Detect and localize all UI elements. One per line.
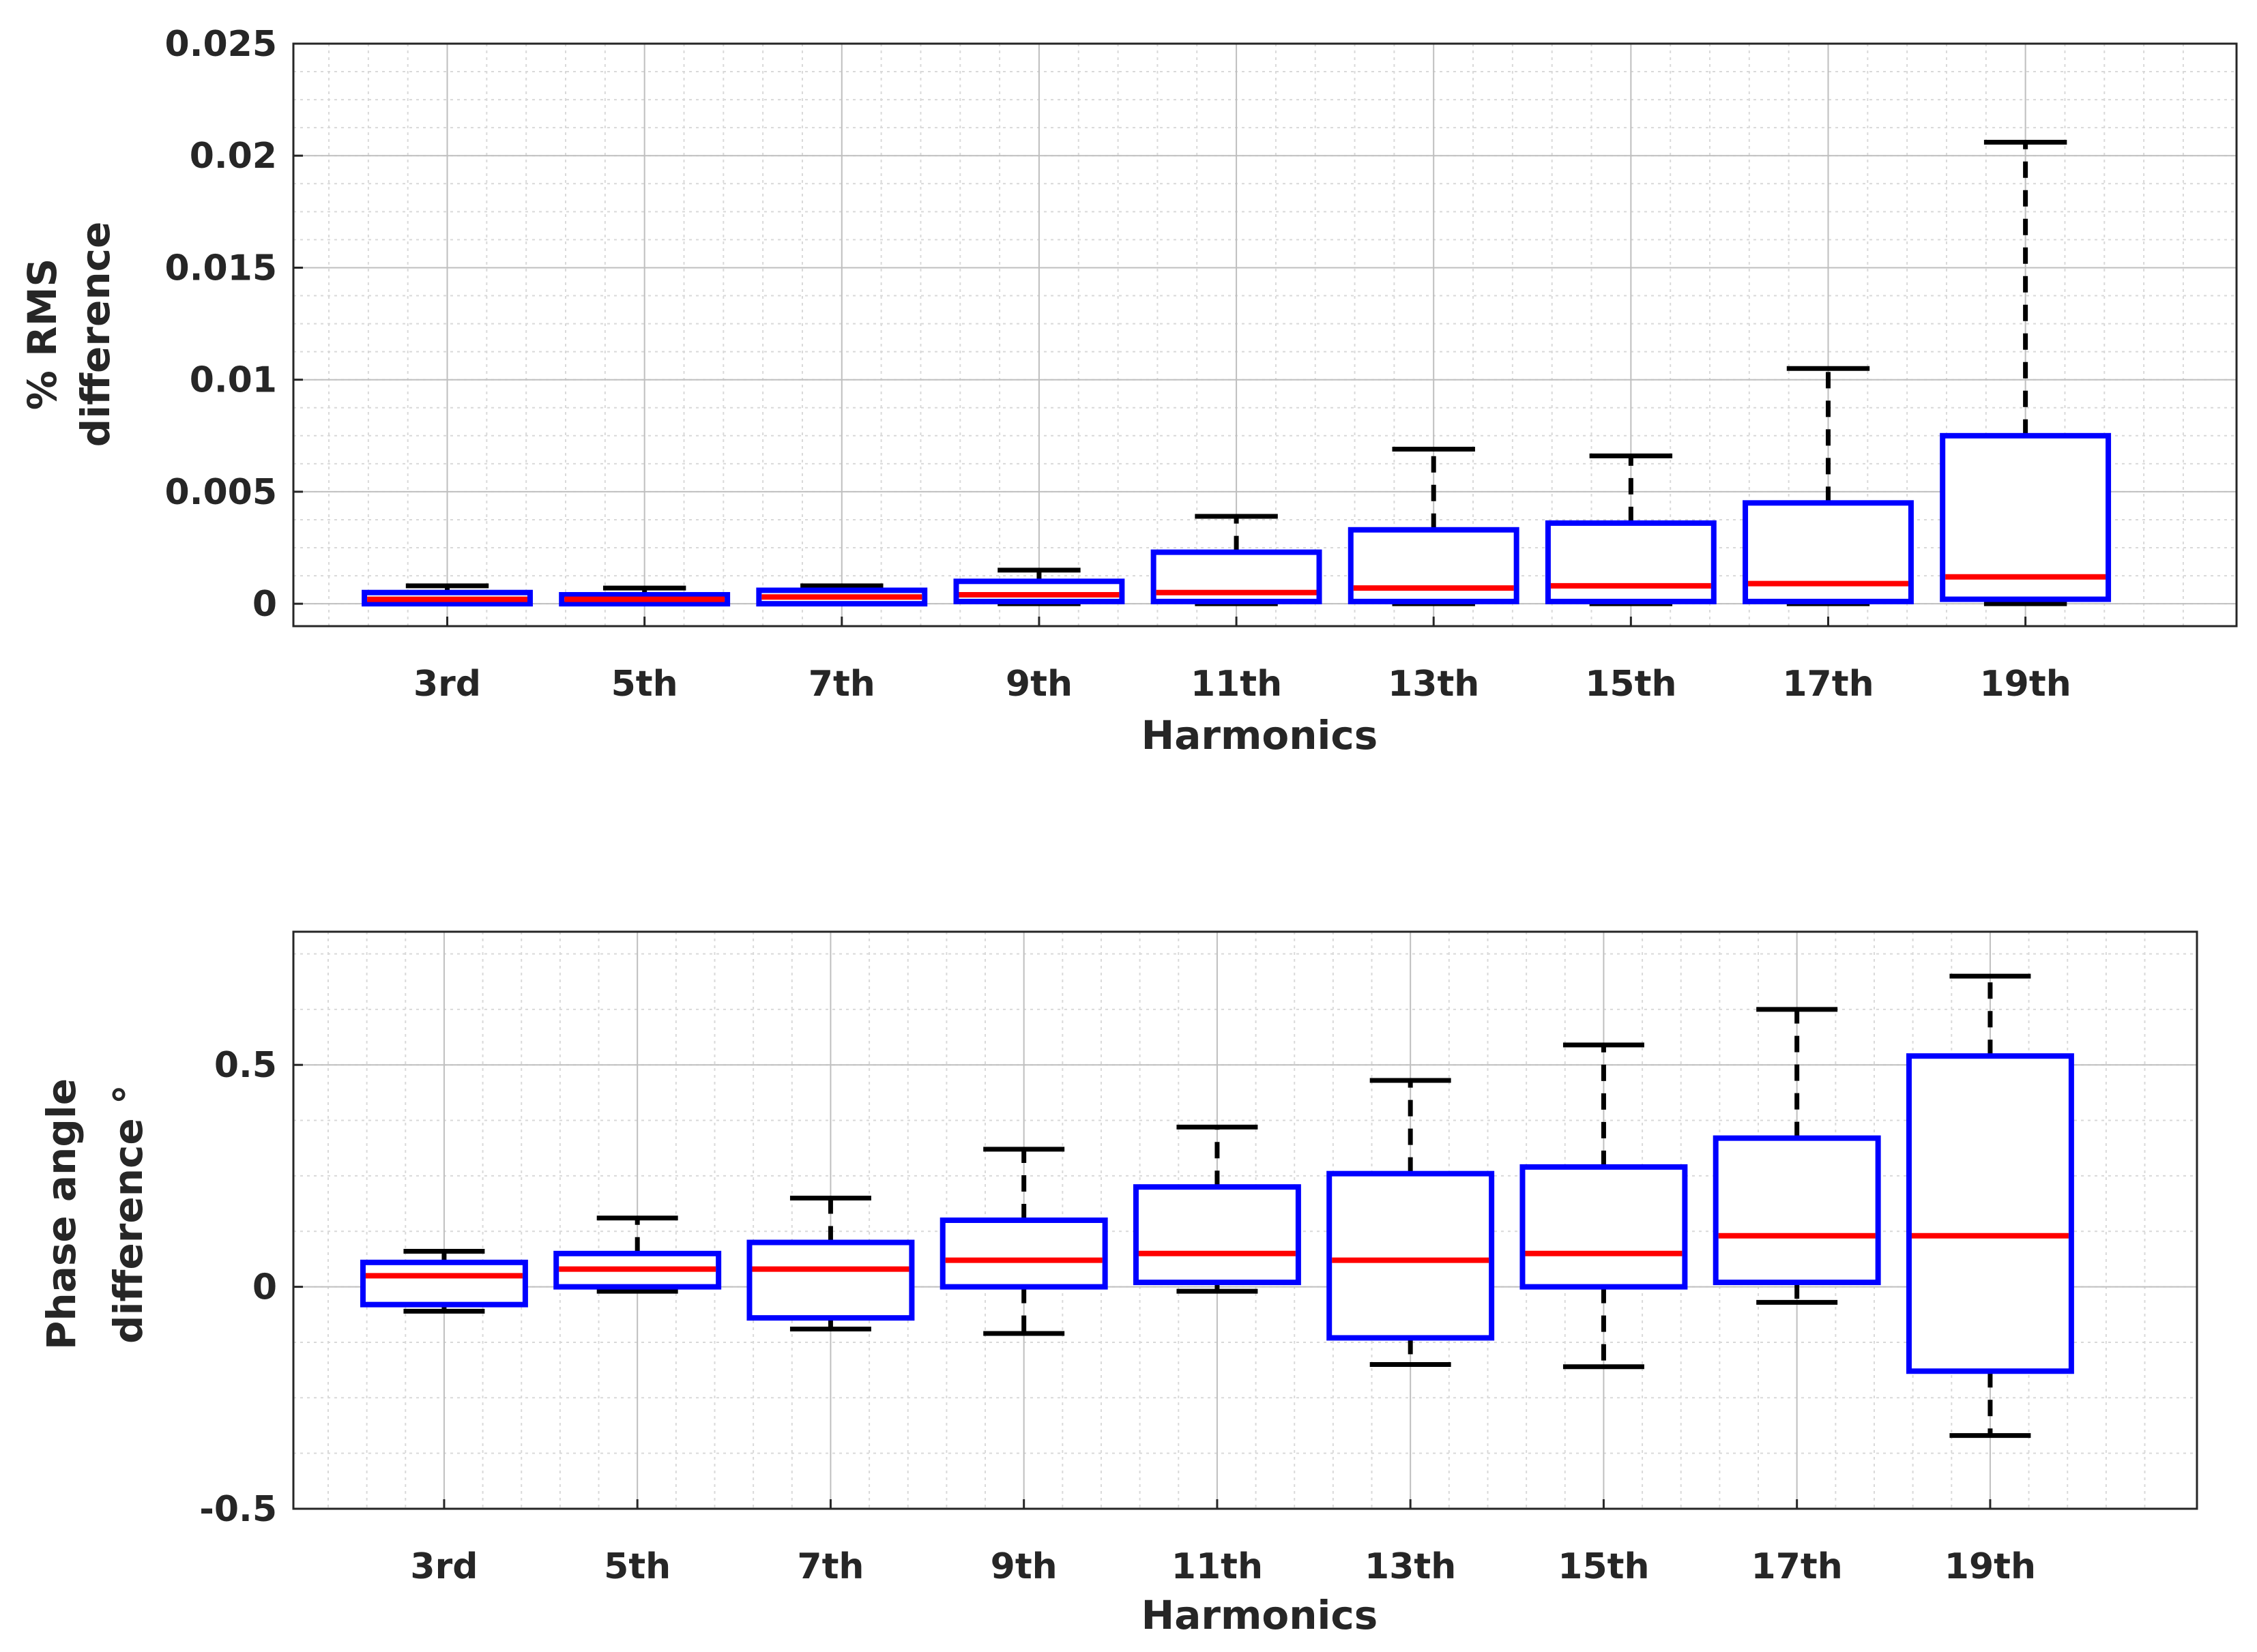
phase-box-19th <box>1906 973 2074 1439</box>
iqr-box <box>1940 432 2112 602</box>
rms-box-5th <box>559 585 731 607</box>
iqr-box <box>746 1239 915 1321</box>
iqr-box <box>1906 1053 2074 1374</box>
rms-difference-panel: Harmonics % RMS difference 0 0.005 0.01 0.0… <box>19 24 2238 758</box>
phase-box-15th <box>1519 1042 1688 1370</box>
phase-box-9th <box>940 1147 1108 1336</box>
rms-x-tick-label: 7th <box>809 664 875 705</box>
rms-box-19th <box>1940 140 2112 606</box>
phase-x-tick-label: 7th <box>797 1546 864 1587</box>
rms-x-tick-label: 15th <box>1585 664 1676 705</box>
phase-box-7th <box>746 1195 915 1331</box>
phase-x-axis-label: Harmonics <box>1141 1592 1378 1638</box>
rms-x-tick-label: 3rd <box>413 664 481 705</box>
rms-box-3rd <box>362 583 533 607</box>
rms-x-tick-label: 17th <box>1782 664 1874 705</box>
phase-box-17th <box>1713 1007 1881 1305</box>
rms-box-15th <box>1545 453 1717 606</box>
phase-x-tick-label: 9th <box>991 1546 1058 1587</box>
phase-y-tick-label: 0 <box>252 1267 277 1308</box>
rms-x-tick-label: 11th <box>1191 664 1282 705</box>
phase-x-tick-label: 13th <box>1365 1546 1456 1587</box>
iqr-box <box>360 1259 528 1308</box>
rms-x-axis-label: Harmonics <box>1141 712 1378 758</box>
iqr-box <box>1713 1135 1881 1286</box>
rms-axes-frame <box>292 42 2238 628</box>
rms-x-tick-label: 13th <box>1388 664 1479 705</box>
rms-y-tick-label: 0.02 <box>190 136 277 177</box>
rms-x-tick-label: 19th <box>1979 664 2071 705</box>
phase-difference-panel: Harmonics Phase angle difference ° -0.5 0… <box>38 930 2198 1638</box>
iqr-box <box>1326 1170 1495 1341</box>
rms-x-tick-label: 9th <box>1006 664 1073 705</box>
phase-x-tick-label: 19th <box>1945 1546 2036 1587</box>
phase-x-tick-label: 3rd <box>410 1546 478 1587</box>
phase-x-tick-label: 17th <box>1751 1546 1843 1587</box>
rms-box-13th <box>1348 447 1519 606</box>
rms-y-axis-label-line1: % RMS <box>19 259 65 410</box>
phase-y-axis-label-line2: difference ° <box>105 1085 151 1344</box>
phase-box-5th <box>553 1215 722 1294</box>
phase-x-tick-label: 11th <box>1171 1546 1263 1587</box>
rms-y-tick-label: 0.005 <box>165 472 277 513</box>
phase-axes-frame <box>292 930 2198 1510</box>
rms-box-17th <box>1743 366 1914 606</box>
iqr-box <box>1133 1184 1301 1286</box>
phase-y-tick-label: 0.5 <box>214 1045 277 1086</box>
iqr-box <box>953 578 1125 604</box>
rms-y-axis-label-line2: difference <box>72 222 119 447</box>
phase-y-tick-label: -0.5 <box>199 1489 277 1530</box>
phase-y-axis-label-line1: Phase angle <box>38 1078 85 1350</box>
iqr-box <box>1743 500 1914 604</box>
rms-box-11th <box>1150 514 1322 606</box>
phase-x-tick-label: 5th <box>604 1546 671 1587</box>
rms-box-7th <box>756 583 928 607</box>
rms-box-9th <box>953 567 1125 606</box>
iqr-box <box>1545 520 1717 604</box>
phase-x-tick-label: 15th <box>1558 1546 1649 1587</box>
rms-y-tick-label: 0.015 <box>165 248 277 289</box>
iqr-box <box>1519 1164 1688 1290</box>
iqr-box <box>940 1218 1108 1290</box>
rms-y-tick-label: 0.025 <box>165 24 277 65</box>
phase-box-3rd <box>360 1249 528 1314</box>
phase-box-11th <box>1133 1124 1301 1294</box>
rms-y-tick-label: 0 <box>252 584 277 625</box>
rms-y-tick-label: 0.01 <box>190 360 277 401</box>
phase-box-13th <box>1326 1078 1495 1367</box>
rms-x-tick-label: 5th <box>611 664 678 705</box>
